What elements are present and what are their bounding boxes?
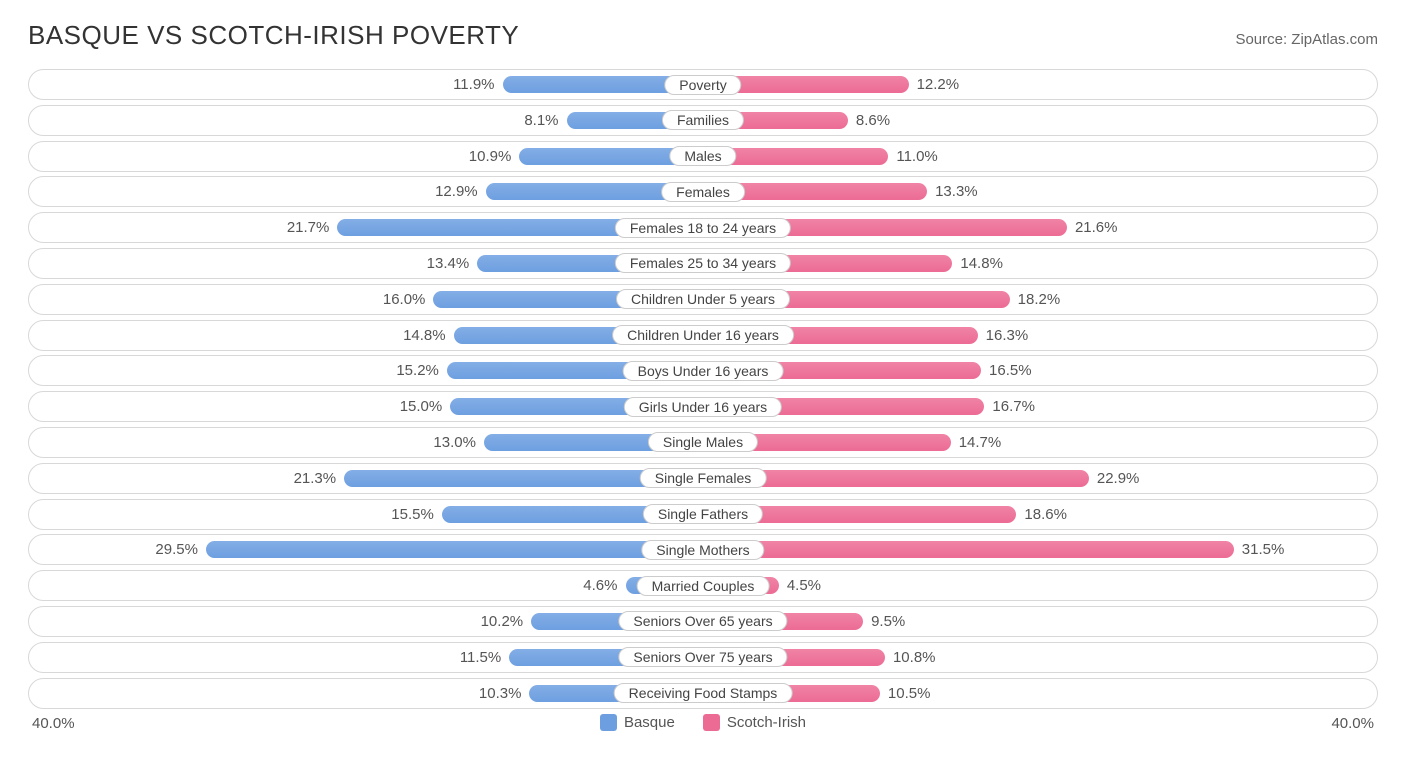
chart-row: 13.0% 14.7% Single Males — [28, 427, 1378, 458]
right-value: 31.5% — [1242, 541, 1285, 558]
chart-row: 12.9% 13.3% Females — [28, 176, 1378, 207]
right-value: 11.0% — [896, 148, 937, 165]
chart-row: 21.7% 21.6% Females 18 to 24 years — [28, 212, 1378, 243]
category-label: Families — [662, 110, 744, 130]
category-label: Females — [661, 182, 745, 202]
chart-row: 16.0% 18.2% Children Under 5 years — [28, 284, 1378, 315]
left-value: 13.0% — [433, 434, 476, 451]
right-value: 16.5% — [989, 362, 1032, 379]
category-label: Receiving Food Stamps — [614, 683, 793, 703]
legend-item-scotch-irish: Scotch-Irish — [703, 714, 806, 731]
left-value: 12.9% — [435, 183, 478, 200]
legend: Basque Scotch-Irish — [28, 714, 1378, 731]
right-bar — [703, 541, 1234, 558]
left-value: 8.1% — [524, 112, 558, 129]
right-value: 13.3% — [935, 183, 978, 200]
right-value: 22.9% — [1097, 470, 1140, 487]
left-value: 15.5% — [391, 506, 434, 523]
left-value: 4.6% — [583, 577, 617, 594]
right-value: 16.3% — [986, 327, 1029, 344]
category-label: Single Males — [648, 432, 758, 452]
axis-max-right: 40.0% — [1331, 715, 1374, 732]
left-value: 21.7% — [287, 219, 330, 236]
chart-row: 15.0% 16.7% Girls Under 16 years — [28, 391, 1378, 422]
chart-row: 10.3% 10.5% Receiving Food Stamps — [28, 678, 1378, 709]
right-value: 18.6% — [1024, 506, 1067, 523]
right-value: 14.8% — [960, 255, 1003, 272]
right-value: 18.2% — [1018, 291, 1061, 308]
chart-header: BASQUE VS SCOTCH-IRISH POVERTY Source: Z… — [28, 20, 1378, 51]
category-label: Poverty — [664, 75, 741, 95]
left-value: 14.8% — [403, 327, 446, 344]
category-label: Single Females — [640, 468, 767, 488]
category-label: Children Under 5 years — [616, 289, 790, 309]
left-value: 15.0% — [400, 398, 443, 415]
category-label: Males — [669, 146, 736, 166]
category-label: Boys Under 16 years — [623, 361, 784, 381]
legend-swatch-basque — [600, 714, 617, 731]
legend-item-basque: Basque — [600, 714, 675, 731]
axis-max-left: 40.0% — [32, 715, 75, 732]
left-value: 10.3% — [479, 685, 522, 702]
right-value: 8.6% — [856, 112, 890, 129]
left-value: 13.4% — [427, 255, 470, 272]
legend-label-basque: Basque — [624, 714, 675, 731]
chart-source: Source: ZipAtlas.com — [1235, 31, 1378, 48]
left-value: 29.5% — [155, 541, 198, 558]
legend-swatch-scotch-irish — [703, 714, 720, 731]
chart-row: 13.4% 14.8% Females 25 to 34 years — [28, 248, 1378, 279]
chart-row: 11.9% 12.2% Poverty — [28, 69, 1378, 100]
category-label: Seniors Over 75 years — [618, 647, 787, 667]
right-value: 16.7% — [992, 398, 1035, 415]
chart-row: 11.5% 10.8% Seniors Over 75 years — [28, 642, 1378, 673]
chart-row: 15.2% 16.5% Boys Under 16 years — [28, 355, 1378, 386]
right-value: 21.6% — [1075, 219, 1118, 236]
diverging-bar-chart: 11.9% 12.2% Poverty 8.1% 8.6% Families 10.9% 11… — [28, 69, 1378, 709]
left-value: 10.9% — [469, 148, 512, 165]
right-value: 12.2% — [917, 76, 960, 93]
category-label: Females 18 to 24 years — [615, 218, 791, 238]
left-bar — [206, 541, 703, 558]
category-label: Children Under 16 years — [612, 325, 794, 345]
left-value: 11.5% — [460, 649, 501, 666]
left-value: 10.2% — [481, 613, 524, 630]
category-label: Girls Under 16 years — [624, 397, 782, 417]
left-value: 15.2% — [396, 362, 439, 379]
right-value: 10.8% — [893, 649, 936, 666]
left-value: 21.3% — [294, 470, 337, 487]
chart-row: 10.2% 9.5% Seniors Over 65 years — [28, 606, 1378, 637]
chart-row: 14.8% 16.3% Children Under 16 years — [28, 320, 1378, 351]
right-value: 9.5% — [871, 613, 905, 630]
category-label: Females 25 to 34 years — [615, 253, 791, 273]
left-value: 11.9% — [453, 76, 494, 93]
category-label: Single Mothers — [641, 540, 764, 560]
right-value: 10.5% — [888, 685, 931, 702]
right-value: 14.7% — [959, 434, 1002, 451]
legend-label-scotch-irish: Scotch-Irish — [727, 714, 806, 731]
left-value: 16.0% — [383, 291, 426, 308]
chart-row: 29.5% 31.5% Single Mothers — [28, 534, 1378, 565]
category-label: Married Couples — [637, 576, 770, 596]
chart-title: BASQUE VS SCOTCH-IRISH POVERTY — [28, 20, 519, 51]
chart-row: 8.1% 8.6% Families — [28, 105, 1378, 136]
chart-row: 21.3% 22.9% Single Females — [28, 463, 1378, 494]
chart-row: 15.5% 18.6% Single Fathers — [28, 499, 1378, 530]
chart-row: 10.9% 11.0% Males — [28, 141, 1378, 172]
chart-row: 4.6% 4.5% Married Couples — [28, 570, 1378, 601]
category-label: Seniors Over 65 years — [618, 611, 787, 631]
category-label: Single Fathers — [643, 504, 763, 524]
right-value: 4.5% — [787, 577, 821, 594]
